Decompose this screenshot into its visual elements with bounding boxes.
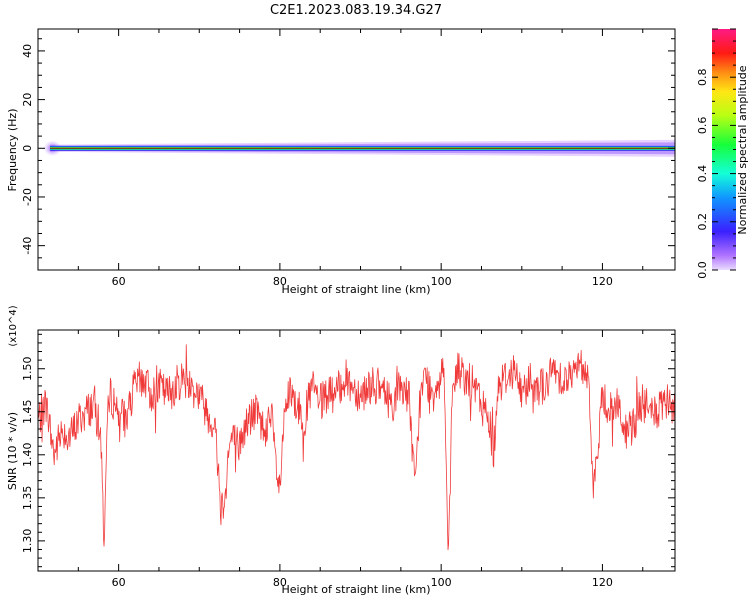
snr-frame [37, 329, 676, 572]
figure-title: C2E1.2023.083.19.34.G27 [270, 3, 442, 18]
colorbar-tick-label: 0.8 [696, 68, 709, 86]
snr-y-multiplier: (x10^4) [8, 305, 19, 346]
spectrogram-y-axis: 40 20 0 -20 -40 [21, 38, 675, 271]
snr-x-axis: 60 80 100 120 [37, 330, 644, 589]
snr-line [37, 344, 676, 551]
colorbar-label: Normalized spectral amplitude [736, 65, 749, 234]
y-tick-label: 1.45 [21, 400, 34, 425]
x-tick-label: 80 [273, 275, 287, 288]
y-tick-label: 1.30 [21, 529, 34, 554]
y-tick-label: 0 [21, 145, 34, 152]
y-tick-label: -20 [21, 188, 34, 206]
y-tick-label: 1.35 [21, 486, 34, 511]
spectrogram-x-axis: 60 80 100 120 [37, 29, 644, 288]
y-tick-label: 1.50 [21, 356, 34, 381]
colorbar-gradient [712, 29, 736, 270]
colorbar: 0.0 0.2 0.4 0.6 0.8 Normalized spectral ampl… [696, 28, 749, 279]
x-tick-label: 120 [592, 576, 613, 589]
x-tick-label: 60 [112, 275, 126, 288]
colorbar-tick-label: 0.2 [696, 213, 709, 231]
colorbar-tick-label: 0.0 [696, 261, 709, 279]
spectrogram-frame [37, 28, 676, 271]
x-tick-label: 100 [431, 275, 452, 288]
snr-y-label: SNR (10 * v/v) [6, 412, 19, 490]
snr-panel: 60 80 100 120 1.30 1.35 1.40 1.45 1.50 Height o… [6, 305, 676, 596]
snr-series [37, 344, 676, 551]
spectral-band [43, 139, 676, 157]
y-tick-label: 40 [21, 44, 34, 58]
colorbar-axis: 0.0 0.2 0.4 0.6 0.8 [696, 28, 736, 279]
x-tick-label: 80 [273, 576, 287, 589]
spectrogram-panel: 60 80 100 120 40 20 0 -20 -40 Height of straigh… [6, 28, 676, 296]
y-tick-label: 1.40 [21, 443, 34, 468]
y-tick-label: -40 [21, 237, 34, 255]
y-tick-label: 20 [21, 93, 34, 107]
snr-x-label: Height of straight line (km) [281, 583, 430, 596]
snr-y-axis: 1.30 1.35 1.40 1.45 1.50 [21, 333, 675, 568]
x-tick-label: 100 [431, 576, 452, 589]
spectrogram-y-label: Frequency (Hz) [6, 109, 19, 192]
x-tick-label: 120 [592, 275, 613, 288]
colorbar-tick-label: 0.4 [696, 165, 709, 183]
colorbar-tick-label: 0.6 [696, 117, 709, 134]
x-tick-label: 60 [112, 576, 126, 589]
spectrogram-x-label: Height of straight line (km) [281, 283, 430, 296]
